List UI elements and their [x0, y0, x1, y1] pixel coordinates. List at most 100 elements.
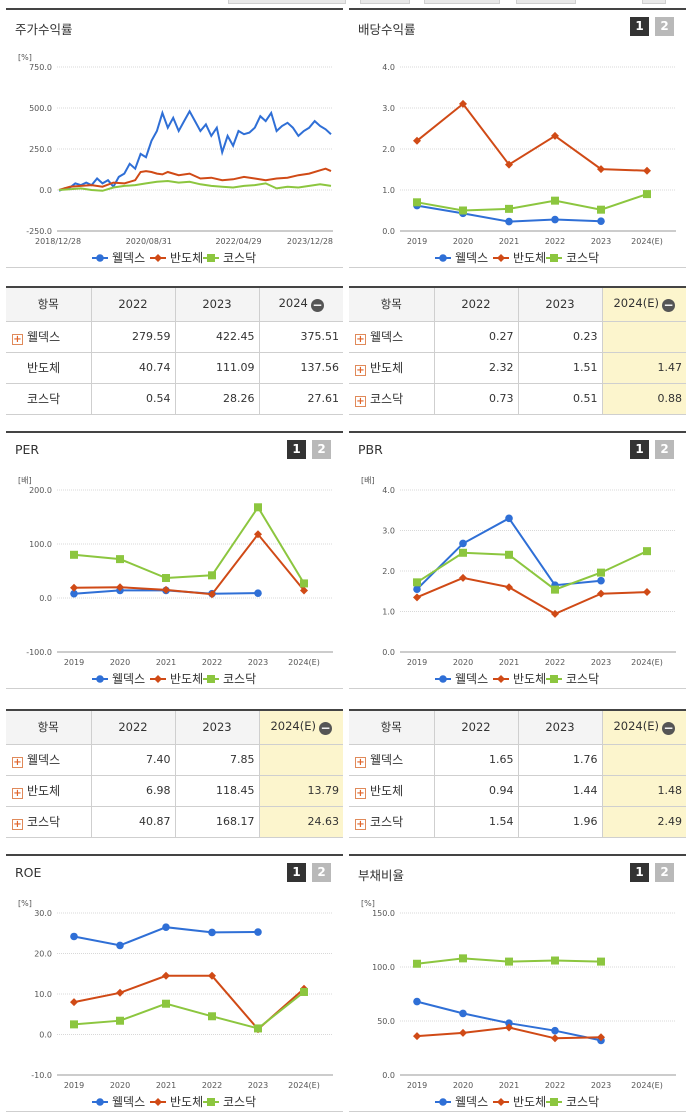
data-point — [254, 928, 262, 936]
table-header-year: 2022 — [90, 711, 175, 745]
value-cell — [258, 744, 343, 776]
panel-title: PBR — [358, 442, 383, 457]
expand-plus-icon[interactable]: + — [355, 334, 366, 345]
expand-plus-icon[interactable]: + — [12, 757, 23, 768]
data-point — [413, 136, 421, 145]
x-tick-label: 2021 — [499, 237, 519, 246]
data-point — [154, 1098, 162, 1106]
data-point — [643, 547, 651, 556]
data-point — [597, 589, 605, 598]
data-point — [254, 503, 262, 512]
x-tick-label: 2019 — [407, 658, 427, 667]
x-tick-label: 2019 — [407, 1081, 427, 1090]
value-cell: 137.56 — [258, 352, 343, 384]
x-tick-label: 2022 — [202, 658, 222, 667]
value-cell: 168.17 — [174, 806, 259, 838]
data-point — [597, 205, 605, 214]
y-tick-label: 1.0 — [382, 186, 395, 195]
data-point — [497, 675, 505, 683]
data-point — [505, 957, 513, 966]
page-2-button[interactable]: 2 — [655, 863, 674, 882]
x-tick-label: 2023 — [248, 1081, 268, 1090]
expand-plus-icon[interactable]: + — [12, 819, 23, 830]
value-cell: 1.76 — [517, 744, 602, 776]
page-1-button[interactable]: 1 — [630, 863, 649, 882]
value-cell: 1.48 — [601, 775, 686, 807]
expand-plus-icon[interactable]: + — [355, 819, 366, 830]
legend-label: 반도체 — [170, 251, 203, 265]
data-point — [439, 1098, 447, 1106]
legend-label: 반도체 — [513, 1095, 546, 1109]
expand-plus-icon[interactable]: + — [355, 788, 366, 799]
data-point — [300, 987, 308, 996]
table-row: + 코스닥 0.73 0.51 0.88 — [349, 383, 686, 415]
expand-plus-icon[interactable]: + — [12, 788, 23, 799]
page-2-button[interactable]: 2 — [655, 17, 674, 36]
table-row: 반도체 40.74 111.09 137.56 — [6, 352, 343, 384]
page-2-button[interactable]: 2 — [312, 863, 331, 882]
y-tick-label: 50.0 — [377, 1017, 395, 1026]
table-row: + 웰덱스 279.59 422.45 375.51 — [6, 321, 343, 353]
table-row: + 반도체 0.94 1.44 1.48 — [349, 775, 686, 807]
expand-plus-icon[interactable]: + — [355, 365, 366, 376]
data-point — [116, 988, 124, 997]
table-header-year: 2023 — [517, 711, 602, 745]
per-panel: PER 1 2 [배] 200.0 100.0 0.0 -100.0 2019 2020 20… — [6, 431, 343, 689]
row-label-cell: + 코스닥 — [6, 806, 91, 838]
x-tick-label: 2023 — [248, 658, 268, 667]
table-header-item: 항목 — [349, 711, 434, 745]
data-point — [96, 675, 104, 683]
page-2-button[interactable]: 2 — [312, 440, 331, 459]
row-name: 코스닥 — [370, 392, 404, 406]
value-cell: 40.74 — [90, 352, 175, 384]
value-cell — [601, 744, 686, 776]
page-2-button[interactable]: 2 — [655, 440, 674, 459]
x-tick-label: 2021 — [499, 1081, 519, 1090]
collapse-minus-icon[interactable]: − — [310, 298, 324, 313]
series-line — [416, 550, 648, 591]
data-point — [643, 190, 651, 199]
y-tick-label: 100.0 — [29, 540, 52, 549]
expand-plus-icon[interactable]: + — [355, 757, 366, 768]
y-tick-label: 250.0 — [29, 145, 52, 154]
data-point — [459, 99, 467, 108]
row-name: 웰덱스 — [370, 330, 404, 344]
legend-label: 반도체 — [170, 672, 203, 686]
collapse-minus-icon[interactable]: − — [319, 721, 332, 736]
value-cell: 422.45 — [174, 321, 259, 353]
y-tick-label: 0.0 — [382, 227, 395, 236]
table-header-year: 2022 — [90, 288, 175, 322]
page-1-button[interactable]: 1 — [287, 440, 306, 459]
data-point — [70, 1020, 78, 1029]
y-tick-label: 0.0 — [39, 594, 52, 603]
data-point — [459, 548, 467, 557]
data-point — [162, 971, 170, 980]
page-1-button[interactable]: 1 — [630, 440, 649, 459]
data-point — [505, 160, 513, 169]
page-1-button[interactable]: 1 — [630, 17, 649, 36]
x-tick-label: 2020 — [110, 1081, 130, 1090]
page-1-button[interactable]: 1 — [287, 863, 306, 882]
expand-plus-icon[interactable]: + — [355, 396, 366, 407]
stock-return-panel: 주가수익률 [%] 750.0 500.0 250.0 0.0 -250.0 2018/12… — [6, 8, 343, 268]
debt-panel: 부채비율 1 2 [%] 150.0 100.0 50.0 0.0 2019 2020 202… — [349, 854, 686, 1112]
y-tick-label: 10.0 — [34, 990, 52, 999]
y-tick-label: -250.0 — [26, 227, 52, 236]
row-label-cell: + 코스닥 — [349, 383, 434, 415]
data-point — [70, 932, 78, 941]
data-point — [413, 959, 421, 968]
expand-plus-icon[interactable]: + — [12, 334, 23, 345]
collapse-minus-icon[interactable]: − — [662, 298, 675, 313]
y-tick-label: 0.0 — [382, 1071, 395, 1080]
data-point — [208, 971, 216, 980]
table-row: + 반도체 2.32 1.51 1.47 — [349, 352, 686, 384]
table-header-year: 2023 — [174, 288, 259, 322]
axis-unit: [배] — [361, 476, 375, 485]
value-cell: 0.94 — [433, 775, 518, 807]
x-tick-label: 2021 — [499, 658, 519, 667]
collapse-minus-icon[interactable]: − — [662, 721, 675, 736]
value-cell: 1.96 — [517, 806, 602, 838]
x-tick-label: 2020 — [453, 1081, 473, 1090]
table-header-year: 2023 — [174, 711, 259, 745]
table-header-year: 2023 — [517, 288, 602, 322]
